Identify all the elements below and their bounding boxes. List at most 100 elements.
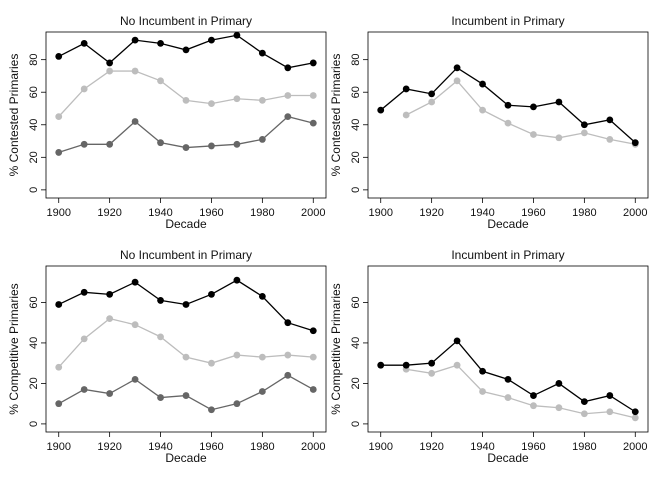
- x-tick-label: 1900: [368, 441, 392, 453]
- data-point-series-3: [309, 386, 317, 393]
- data-point-series-3: [80, 140, 88, 148]
- y-tick-label: 20: [28, 377, 40, 389]
- data-point-series-1: [530, 103, 537, 111]
- y-tick-label: 60: [350, 86, 362, 98]
- plot-area: [367, 31, 649, 199]
- data-point-series-2: [479, 106, 486, 114]
- y-tick-label: 20: [350, 377, 362, 389]
- data-point-series-2: [504, 394, 512, 401]
- data-point-series-3: [131, 375, 139, 383]
- data-point-series-3: [157, 139, 164, 147]
- data-point-series-2: [258, 96, 266, 104]
- data-point-series-1: [504, 101, 512, 109]
- chart-panel-4: Incumbent in Primary 0 20 40 60 1900 1920 1940 1…: [329, 248, 649, 465]
- data-point-series-2: [580, 410, 588, 418]
- data-point-series-2: [309, 353, 317, 361]
- data-point-series-2: [55, 363, 63, 371]
- data-point-series-1: [284, 319, 292, 327]
- chart-panel-2: Incumbent in Primary 0 20 40 60 80 1900 1920 194…: [329, 14, 649, 231]
- y-tick-label: 40: [350, 119, 362, 131]
- x-axis-label: Decade: [165, 451, 207, 465]
- x-tick-label: 1920: [97, 441, 121, 453]
- data-point-series-2: [309, 92, 317, 99]
- data-point-series-1: [157, 39, 164, 47]
- x-tick-label: 1920: [419, 441, 443, 453]
- data-point-series-1: [233, 276, 241, 284]
- y-tick-label: 60: [28, 86, 40, 98]
- data-point-series-3: [258, 388, 266, 395]
- data-point-series-1: [55, 53, 63, 60]
- series-line-2: [58, 70, 314, 118]
- data-point-series-2: [258, 353, 266, 361]
- data-point-series-2: [208, 359, 215, 367]
- x-tick-label: 1960: [199, 441, 223, 453]
- data-point-series-1: [504, 375, 512, 383]
- data-point-series-3: [131, 118, 139, 125]
- data-point-series-1: [80, 39, 88, 47]
- data-point-series-1: [182, 46, 190, 54]
- data-point-series-1: [131, 36, 139, 44]
- data-point-series-1: [157, 297, 164, 304]
- data-point-series-2: [80, 85, 88, 93]
- data-point-series-1: [479, 80, 486, 88]
- data-point-series-1: [55, 301, 63, 308]
- data-point-series-2: [453, 77, 461, 85]
- y-tick-label: 0: [350, 421, 362, 427]
- data-point-series-3: [157, 394, 164, 401]
- data-point-series-1: [402, 361, 410, 369]
- data-point-series-1: [377, 106, 385, 114]
- data-point-series-1: [606, 116, 614, 124]
- x-tick-label: 1900: [368, 207, 392, 219]
- data-point-series-2: [479, 388, 486, 395]
- x-tick-label: 1940: [148, 441, 172, 453]
- data-point-series-2: [580, 129, 588, 137]
- data-point-series-3: [106, 140, 114, 148]
- data-point-series-1: [479, 367, 486, 375]
- data-point-series-3: [208, 406, 215, 414]
- y-tick-label: 0: [350, 187, 362, 193]
- data-point-series-2: [284, 351, 292, 359]
- data-point-series-1: [309, 327, 317, 335]
- chart-panel-1: No Incumbent in Primary 0 20 40 60 80 1900 1920…: [7, 14, 327, 231]
- data-point-series-3: [106, 390, 114, 397]
- x-tick-label: 1940: [470, 207, 494, 219]
- y-tick-label: 80: [28, 54, 40, 66]
- y-tick-label: 60: [350, 296, 362, 308]
- data-point-series-1: [309, 59, 317, 67]
- data-point-series-2: [131, 67, 139, 75]
- x-axis-label: Decade: [487, 451, 529, 465]
- data-point-series-2: [555, 134, 563, 142]
- x-tick-label: 1980: [572, 207, 596, 219]
- data-point-series-2: [606, 408, 614, 416]
- data-point-series-3: [258, 136, 266, 143]
- x-axis-label: Decade: [487, 217, 529, 231]
- data-point-series-1: [131, 278, 139, 286]
- y-tick-label: 60: [28, 296, 40, 308]
- x-tick-label: 1940: [470, 441, 494, 453]
- data-point-series-3: [284, 371, 292, 379]
- x-tick-label: 1960: [521, 441, 545, 453]
- data-point-series-1: [284, 64, 292, 72]
- chart-title: No Incumbent in Primary: [120, 14, 252, 28]
- plot-area: [367, 265, 649, 433]
- data-point-series-2: [80, 335, 88, 343]
- data-point-series-1: [453, 337, 461, 345]
- data-point-series-1: [258, 49, 266, 57]
- data-point-series-1: [606, 392, 614, 399]
- x-tick-label: 1900: [46, 441, 70, 453]
- x-tick-label: 1940: [148, 207, 172, 219]
- data-point-series-3: [284, 113, 292, 121]
- data-point-series-2: [284, 92, 292, 99]
- series-line-2: [405, 79, 636, 145]
- x-tick-label: 2000: [623, 207, 647, 219]
- y-tick-label: 40: [350, 337, 362, 349]
- y-tick-label: 80: [350, 54, 362, 66]
- data-point-series-3: [55, 149, 63, 156]
- data-point-series-1: [377, 361, 385, 369]
- x-tick-label: 1980: [250, 207, 274, 219]
- data-point-series-2: [402, 111, 410, 119]
- data-point-series-3: [233, 400, 241, 408]
- data-point-series-2: [606, 136, 614, 143]
- data-point-series-2: [233, 351, 241, 359]
